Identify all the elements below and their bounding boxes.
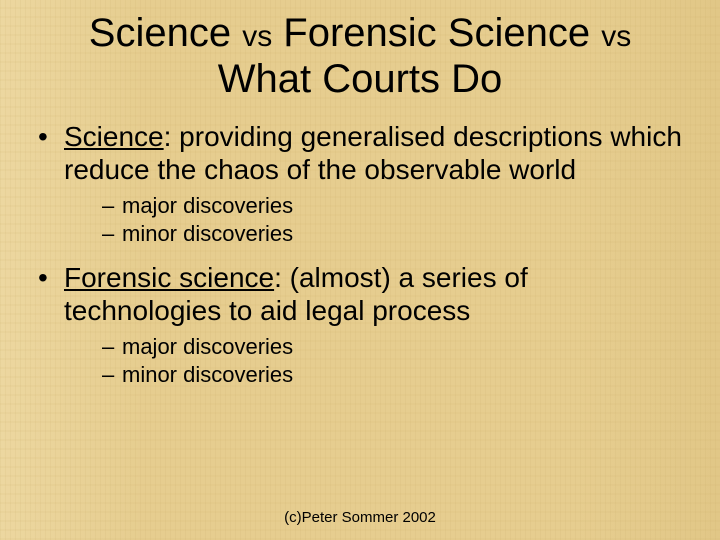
sub-bullet-list: major discoveries minor discoveries xyxy=(64,333,690,388)
slide-title: Science vs Forensic Science vs What Cour… xyxy=(0,0,720,102)
bullet-term: Forensic science xyxy=(64,262,274,293)
title-line-2: What Courts Do xyxy=(218,57,503,101)
title-part-1: Science xyxy=(89,11,242,55)
sub-bullet-item: minor discoveries xyxy=(102,361,690,389)
sub-bullet-list: major discoveries minor discoveries xyxy=(64,192,690,247)
title-part-2: Forensic Science xyxy=(272,11,601,55)
bullet-list: Science: providing generalised descripti… xyxy=(30,120,690,388)
footer-text: (c)Peter Sommer 2002 xyxy=(0,509,720,526)
sub-bullet-item: major discoveries xyxy=(102,192,690,220)
title-vs-1: vs xyxy=(242,20,272,53)
bullet-item: Forensic science: (almost) a series of t… xyxy=(30,261,690,388)
title-vs-2: vs xyxy=(601,20,631,53)
slide-body: Science: providing generalised descripti… xyxy=(0,102,720,388)
sub-bullet-item: major discoveries xyxy=(102,333,690,361)
sub-bullet-item: minor discoveries xyxy=(102,220,690,248)
slide: Science vs Forensic Science vs What Cour… xyxy=(0,0,720,540)
bullet-term: Science xyxy=(64,121,164,152)
bullet-item: Science: providing generalised descripti… xyxy=(30,120,690,247)
